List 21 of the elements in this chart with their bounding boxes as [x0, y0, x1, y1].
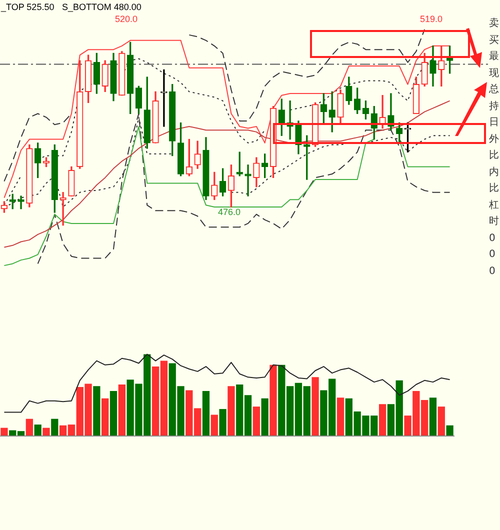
text: 时 [489, 216, 499, 227]
text: 比 [489, 183, 499, 194]
text: 519.0 [420, 14, 443, 25]
text: 外 [489, 134, 499, 144]
text: 日 [489, 117, 499, 128]
text: 0 [489, 232, 496, 244]
text: 520.0 [115, 14, 138, 25]
text: 内 [489, 166, 499, 178]
text: 卖 [489, 18, 499, 29]
text: 现 [489, 68, 499, 78]
text: 持 [489, 100, 499, 112]
annotation: 476.0 [218, 207, 241, 218]
text: 比 [489, 150, 499, 161]
text: _TOP 525.50 [1, 2, 54, 13]
text: 买 [489, 34, 499, 46]
text: 杠 [489, 200, 499, 210]
text: S_BOTTOM 480.00 [62, 2, 142, 13]
text: 0 [489, 266, 496, 276]
text: 最 [489, 51, 499, 62]
text: 0 [489, 249, 496, 260]
text: 总 [489, 84, 499, 95]
